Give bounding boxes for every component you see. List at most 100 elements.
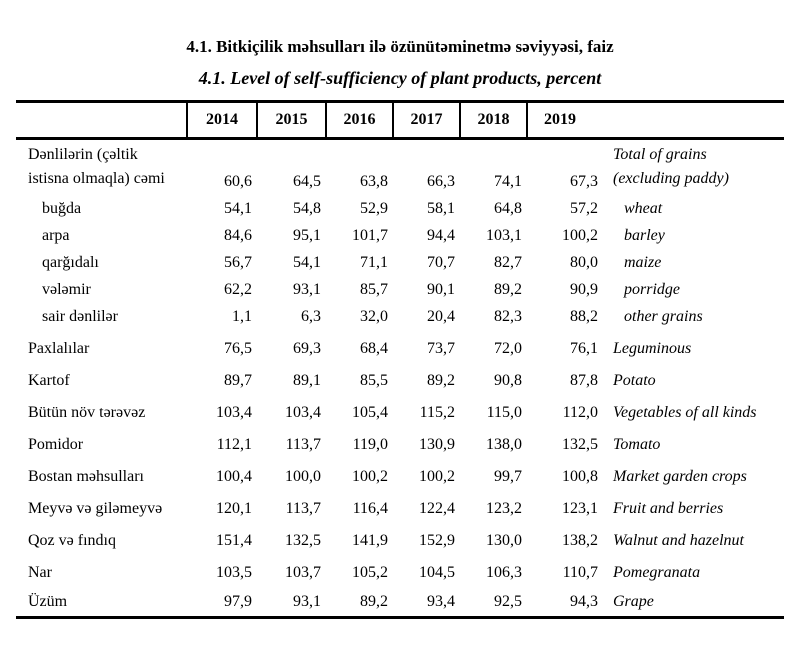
value-2019: 112,0 — [562, 403, 598, 421]
value-2014: 100,4 — [216, 467, 252, 485]
value-2016: 71,1 — [360, 253, 388, 271]
table-body: Dənlilərin (çəltik istisna olmaqla) cəmi… — [16, 139, 784, 619]
value-2017: 104,5 — [419, 563, 455, 581]
row-other-grains: sair dənlilər 1,1 6,3 32,0 20,4 82,3 88,… — [16, 304, 784, 331]
value-2015: 54,1 — [293, 253, 321, 271]
value-2019: 57,2 — [570, 199, 598, 217]
value-2017: 122,4 — [419, 499, 455, 517]
row-vegetables: Bütün növ tərəvəz 103,4 103,4 105,4 115,… — [16, 395, 784, 427]
value-2015: 103,4 — [285, 403, 321, 421]
row-label-az: Bostan məhsulları — [28, 467, 144, 485]
row-grape: Üzüm 97,9 93,1 89,2 93,4 92,5 94,3 Grape — [16, 586, 784, 619]
header-row: 2014 2015 2016 2017 2018 2019 — [16, 100, 784, 140]
value-2015: 100,0 — [285, 467, 321, 485]
value-2017: 58,1 — [427, 199, 455, 217]
value-2016: 85,7 — [360, 280, 388, 298]
value-2016: 52,9 — [360, 199, 388, 217]
row-label-az: Bütün növ tərəvəz — [28, 403, 146, 421]
value-2016: 105,4 — [352, 403, 388, 421]
value-2015: 69,3 — [293, 339, 321, 357]
row-label-az: Dənlilərin (çəltik istisna olmaqla) cəmi — [16, 139, 187, 196]
value-2015: 6,3 — [301, 307, 321, 325]
row-label-az: Meyvə və giləmeyvə — [28, 499, 163, 517]
value-2017: 115,2 — [419, 403, 455, 421]
row-label-en: porridge — [624, 280, 680, 298]
row-label-en: barley — [624, 226, 665, 244]
row-fruit-berries: Meyvə və giləmeyvə 120,1 113,7 116,4 122… — [16, 491, 784, 523]
row-tomato: Pomidor 112,1 113,7 119,0 130,9 138,0 13… — [16, 427, 784, 459]
value-2015: 132,5 — [285, 531, 321, 549]
value-2014: 60,6 — [224, 172, 252, 190]
value-2018: 92,5 — [460, 586, 527, 619]
row-label-en: Grape — [603, 586, 784, 619]
year-header-2017: 2017 — [392, 100, 461, 140]
value-2019: 76,1 — [570, 339, 598, 357]
value-2014: 89,7 — [224, 371, 252, 389]
value-2018: 115,0 — [486, 403, 522, 421]
value-2015: 103,7 — [285, 563, 321, 581]
value-2015: 89,1 — [293, 371, 321, 389]
row-label-en: Pomegranata — [613, 563, 701, 581]
value-2017: 90,1 — [427, 280, 455, 298]
table-header: 2014 2015 2016 2017 2018 2019 — [16, 100, 784, 140]
value-2015: 113,7 — [285, 435, 321, 453]
value-2018: 138,0 — [486, 435, 522, 453]
value-2014: 56,7 — [224, 253, 252, 271]
row-label-en: maize — [624, 253, 662, 271]
value-2019: 67,3 — [570, 172, 598, 190]
value-2016: 141,9 — [352, 531, 388, 549]
row-label-az: Üzüm — [16, 586, 187, 619]
value-2014: 84,6 — [224, 226, 252, 244]
value-2019: 110,7 — [562, 563, 598, 581]
value-2015: 54,8 — [293, 199, 321, 217]
value-2014: 103,4 — [216, 403, 252, 421]
value-2019: 94,3 — [527, 586, 603, 619]
value-2014: 76,5 — [224, 339, 252, 357]
row-pomegranate: Nar 103,5 103,7 105,2 104,5 106,3 110,7 … — [16, 555, 784, 587]
row-market-garden-crops: Bostan məhsulları 100,4 100,0 100,2 100,… — [16, 459, 784, 491]
value-2019: 80,0 — [570, 253, 598, 271]
year-header-2015: 2015 — [256, 100, 327, 140]
year-header-2018: 2018 — [459, 100, 528, 140]
value-2019: 100,8 — [562, 467, 598, 485]
value-2016: 63,8 — [360, 172, 388, 190]
value-2016: 105,2 — [352, 563, 388, 581]
value-2018: 64,8 — [494, 199, 522, 217]
row-label-az: buğda — [42, 199, 82, 217]
value-2014: 103,5 — [216, 563, 252, 581]
self-sufficiency-table: 2014 2015 2016 2017 2018 2019 Dənlilərin… — [16, 100, 784, 619]
row-label-az: Nar — [28, 563, 52, 581]
value-2015: 95,1 — [293, 226, 321, 244]
value-2018: 123,2 — [486, 499, 522, 517]
year-header-2016: 2016 — [325, 100, 394, 140]
row-label-az-line2: istisna olmaqla) cəmi — [28, 169, 165, 187]
row-label-az: Qoz və fındıq — [28, 531, 116, 549]
value-2016: 68,4 — [360, 339, 388, 357]
value-2015: 64,5 — [293, 172, 321, 190]
value-2018: 103,1 — [486, 226, 522, 244]
row-label-en: Total of grains (excluding paddy) — [603, 139, 784, 196]
row-label-az-line1: Dənlilərin (çəltik — [28, 145, 138, 163]
value-2018: 74,1 — [494, 172, 522, 190]
row-porridge: vələmir 62,2 93,1 85,7 90,1 89,2 90,9 po… — [16, 277, 784, 304]
row-label-en: Leguminous — [613, 339, 692, 357]
title-english: 4.1. Level of self-sufficiency of plant … — [198, 68, 602, 88]
value-2019: 88,2 — [570, 307, 598, 325]
value-2016: 116,4 — [352, 499, 388, 517]
row-maize: qarğıdalı 56,7 54,1 71,1 70,7 82,7 80,0 … — [16, 250, 784, 277]
value-2017: 93,4 — [393, 586, 460, 619]
row-label-az: qarğıdalı — [42, 253, 99, 271]
row-label-en-line2: (excluding paddy) — [613, 169, 729, 187]
value-2018: 82,3 — [494, 307, 522, 325]
value-2017: 66,3 — [427, 172, 455, 190]
row-label-en: other grains — [624, 307, 703, 325]
value-2016: 85,5 — [360, 371, 388, 389]
row-label-en: Tomato — [613, 435, 661, 453]
row-label-en: Fruit and berries — [613, 499, 724, 517]
row-label-az: Paxlalılar — [28, 339, 90, 357]
value-2018: 130,0 — [486, 531, 522, 549]
value-2018: 72,0 — [494, 339, 522, 357]
row-barley: arpa 84,6 95,1 101,7 94,4 103,1 100,2 ba… — [16, 223, 784, 250]
row-label-az: Pomidor — [28, 435, 84, 453]
